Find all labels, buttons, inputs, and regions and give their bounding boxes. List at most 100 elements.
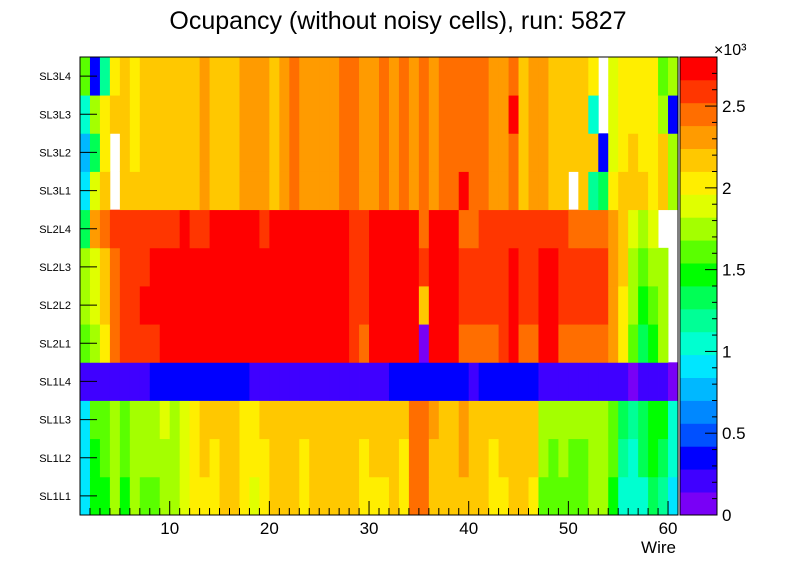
heatmap-cell — [588, 209, 599, 249]
heatmap-cell — [628, 171, 639, 211]
heatmap-cell — [189, 476, 200, 516]
heatmap-cell — [159, 362, 171, 401]
heatmap-cell — [129, 324, 141, 363]
heatmap-cell — [219, 400, 230, 440]
heatmap-cell — [99, 438, 111, 478]
heatmap-cell — [648, 95, 659, 134]
heatmap-cell — [219, 362, 230, 401]
heatmap-cell — [369, 362, 380, 401]
heatmap-cell — [438, 324, 450, 363]
heatmap-cell — [498, 400, 509, 440]
heatmap-cell — [379, 362, 390, 401]
heatmap-cell — [578, 209, 589, 249]
heatmap-cell — [618, 95, 629, 134]
heatmap-cell — [169, 171, 181, 211]
heatmap-cell — [159, 57, 171, 96]
heatmap-cell — [478, 324, 490, 363]
heatmap-cell — [189, 133, 200, 172]
heatmap-cell — [259, 476, 270, 516]
heatmap-cell — [508, 57, 519, 96]
heatmap-cell — [199, 57, 210, 96]
heatmap-cell — [269, 247, 280, 287]
heatmap-cell — [468, 476, 480, 516]
heatmap-cell — [339, 324, 350, 363]
heatmap-cell — [339, 171, 350, 211]
heatmap-cell — [269, 400, 280, 440]
heatmap-cell — [648, 476, 659, 516]
y-tick-label: SL1L4 — [39, 376, 71, 388]
heatmap-cell — [299, 209, 310, 249]
heatmap-cell — [598, 476, 609, 516]
heatmap-cell — [418, 324, 430, 363]
heatmap-cell — [219, 247, 230, 287]
heatmap-cell — [648, 362, 659, 401]
heatmap-cell — [408, 400, 420, 440]
heatmap-cell — [468, 286, 480, 325]
heatmap-cell — [249, 95, 260, 134]
heatmap-cell — [488, 438, 499, 478]
heatmap-cell — [448, 95, 460, 134]
heatmap-cell — [139, 247, 151, 287]
heatmap-cell — [339, 247, 350, 287]
heatmap-cell — [329, 362, 340, 401]
heatmap-cell — [219, 438, 230, 478]
heatmap-cell — [578, 247, 589, 287]
heatmap-cell — [279, 133, 290, 172]
heatmap-cell — [428, 324, 440, 363]
heatmap-cell — [588, 324, 599, 363]
heatmap-cell — [239, 286, 250, 325]
heatmap-cell — [169, 57, 181, 96]
heatmap-cell — [608, 133, 619, 172]
heatmap-cell — [498, 171, 509, 211]
heatmap-cell — [99, 400, 111, 440]
heatmap-cell — [189, 95, 200, 134]
heatmap-cell — [249, 133, 260, 172]
heatmap-cell — [558, 438, 569, 478]
heatmap-cell — [259, 133, 270, 172]
heatmap-cell — [458, 209, 470, 249]
heatmap-cell — [628, 133, 639, 172]
heatmap-cell — [438, 133, 450, 172]
heatmap-cell — [498, 95, 509, 134]
y-tick-label: SL3L4 — [39, 71, 71, 83]
heatmap-cell — [289, 57, 300, 96]
heatmap-cell — [199, 209, 210, 249]
heatmap-cell — [388, 438, 400, 478]
heatmap-cell — [189, 438, 200, 478]
heatmap-cell — [209, 438, 220, 478]
heatmap-cell — [379, 95, 390, 134]
heatmap-cell — [249, 362, 260, 401]
heatmap-cell — [658, 133, 669, 172]
heatmap-cell — [149, 209, 161, 249]
heatmap-cell — [279, 400, 290, 440]
heatmap-cell — [488, 476, 499, 516]
heatmap-cell — [608, 362, 619, 401]
heatmap-cell — [568, 324, 579, 363]
heatmap-cell — [189, 209, 200, 249]
heatmap-cell — [628, 57, 639, 96]
heatmap-cell — [139, 324, 151, 363]
heatmap-cell — [229, 57, 240, 96]
heatmap-cell — [558, 57, 569, 96]
heatmap-cell — [339, 400, 350, 440]
heatmap-cell — [289, 438, 300, 478]
heatmap-cell — [548, 324, 559, 363]
heatmap-cell — [319, 286, 330, 325]
heatmap-cell — [109, 57, 121, 96]
x-tick-label: 30 — [360, 519, 379, 538]
heatmap-cell — [538, 57, 549, 96]
heatmap-cell — [508, 209, 519, 249]
heatmap-cell — [349, 57, 360, 96]
y-tick-label: SL1L3 — [39, 415, 71, 427]
heatmap-cell — [398, 133, 410, 172]
heatmap-cell — [588, 400, 599, 440]
heatmap-cell — [329, 247, 340, 287]
heatmap-cell — [488, 209, 499, 249]
heatmap-cell — [398, 209, 410, 249]
heatmap-cell — [139, 57, 151, 96]
heatmap-cell — [169, 133, 181, 172]
heatmap-cell — [299, 362, 310, 401]
heatmap-cell — [129, 133, 141, 172]
x-tick-label: 10 — [160, 519, 179, 538]
heatmap-cell — [239, 133, 250, 172]
